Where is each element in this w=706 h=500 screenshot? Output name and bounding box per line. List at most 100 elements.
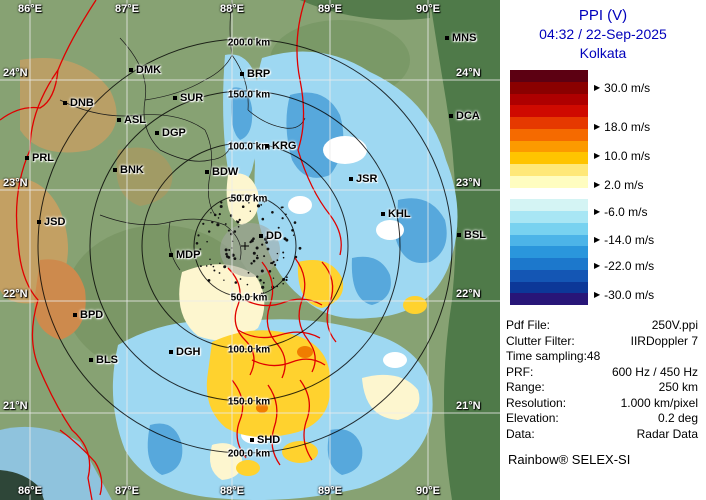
clutter-dot	[202, 222, 205, 225]
info-value: Radar Data	[636, 426, 698, 441]
legend-entry: ▶ 2.0 m/s	[594, 178, 644, 192]
clutter-dot	[195, 242, 199, 245]
clutter-dot	[216, 223, 220, 227]
clutter-dot	[217, 217, 220, 219]
clutter-dot	[227, 229, 230, 232]
legend-color-segment	[510, 258, 588, 270]
radar-map-canvas	[0, 0, 500, 500]
clutter-dot	[247, 271, 250, 274]
legend-entry: ▶ 10.0 m/s	[594, 149, 650, 163]
clutter-dot	[225, 255, 229, 258]
clutter-dot	[234, 281, 238, 284]
legend-arrow-icon: ▶	[594, 83, 601, 92]
info-row: Elevation: 0.2 deg	[506, 411, 698, 427]
info-label: Clutter Filter:	[506, 333, 575, 348]
clutter-dot	[237, 196, 241, 200]
info-label: Data:	[506, 426, 535, 441]
legend-color-segment	[510, 117, 588, 129]
clutter-dot	[249, 210, 251, 212]
clutter-dot	[259, 279, 262, 282]
legend-color-segment	[510, 164, 588, 176]
legend-arrow-icon: ▶	[594, 122, 601, 131]
range-ring	[37, 38, 453, 454]
clutter-dot	[219, 205, 223, 208]
clutter-dot	[220, 201, 223, 204]
clutter-dot	[210, 263, 212, 266]
legend-color-segment	[510, 199, 588, 211]
clutter-dot	[206, 240, 208, 243]
clutter-dot	[237, 226, 240, 228]
legend-arrow-icon: ▶	[594, 290, 601, 299]
clutter-dot	[246, 283, 249, 286]
clutter-dot	[265, 241, 268, 244]
legend-color-segment	[510, 234, 588, 247]
legend-color-segment	[510, 105, 588, 117]
clutter-dot	[223, 265, 227, 269]
clutter-dot	[238, 218, 241, 221]
clutter-dot	[210, 212, 212, 214]
legend-bar	[510, 70, 588, 305]
clutter-dot	[199, 248, 202, 251]
clutter-dot	[268, 270, 272, 273]
info-value: 250 km	[658, 380, 698, 394]
clutter-dot	[271, 211, 274, 214]
info-label: Time sampling:48	[506, 349, 601, 363]
clutter-dot	[252, 237, 255, 240]
clutter-dot	[263, 255, 266, 258]
legend-color-segment	[510, 211, 588, 223]
clutter-dot	[272, 260, 275, 263]
clutter-dot	[219, 262, 221, 265]
legend-color-segment	[510, 81, 588, 94]
clutter-dot	[209, 258, 211, 261]
range-ring	[89, 90, 401, 402]
clutter-dot	[252, 251, 256, 255]
graticule-layer	[0, 0, 500, 500]
legend-color-segment	[510, 175, 588, 188]
scan-info: Pdf File: 250V.ppi Clutter Filter: IIRDoppl…	[506, 318, 698, 442]
legend-value: -14.0 m/s	[604, 233, 655, 247]
clutter-dot	[263, 200, 266, 203]
legend-entry: ▶ 30.0 m/s	[594, 81, 650, 95]
range-rings-layer	[37, 38, 453, 454]
clutter-dot	[218, 272, 221, 274]
info-label: Resolution:	[506, 395, 567, 410]
radar-map: 86°E 86°E 87°E 87°E 88°E 88°E 89°E 89°E 90°E 90°E…	[0, 0, 500, 500]
clutter-dot	[241, 205, 245, 208]
product-title: PPI (V)	[578, 7, 628, 24]
legend-value: 2.0 m/s	[604, 178, 644, 192]
clutter-dot	[298, 246, 302, 250]
clutter-dot	[236, 220, 240, 224]
clutter-dot	[260, 204, 263, 206]
info-label: Pdf File:	[506, 318, 551, 332]
clutter-dot	[281, 206, 284, 209]
clutter-dot	[250, 262, 253, 265]
info-value: 1.000 km/pixel	[620, 395, 698, 410]
side-panel: PPI (V) 04:32 / 22-Sep-2025 Kolkata ▶ 30.…	[500, 0, 706, 500]
clutter-dot	[229, 199, 233, 202]
legend-value: -30.0 m/s	[604, 288, 655, 302]
legend-color-segment	[510, 93, 588, 106]
clutter-dot	[225, 252, 228, 256]
clutter-dot	[249, 240, 252, 244]
clutter-dot	[286, 276, 288, 279]
scan-datetime: 04:32 / 22-Sep-2025	[539, 26, 667, 42]
clutter-dot	[281, 217, 284, 220]
clutter-dot	[293, 221, 297, 224]
legend-arrow-icon: ▶	[594, 235, 601, 244]
clutter-dot	[208, 230, 211, 233]
clutter-dot	[246, 197, 248, 200]
legend-value: 18.0 m/s	[604, 120, 651, 134]
legend-color-segment	[510, 222, 588, 235]
info-value: 0.2 deg	[657, 411, 698, 425]
info-row: Range: 250 km	[506, 380, 698, 396]
info-row: Resolution: 1.000 km/pixel	[506, 396, 698, 412]
clutter-dot	[256, 254, 259, 257]
legend-color-segment	[510, 128, 588, 141]
legend-value: 10.0 m/s	[604, 149, 651, 163]
legend-arrow-icon: ▶	[594, 151, 601, 160]
info-label: Range:	[506, 380, 545, 394]
clutter-dot	[233, 230, 237, 233]
clutter-dot	[218, 213, 221, 216]
clutter-dot	[196, 252, 199, 255]
